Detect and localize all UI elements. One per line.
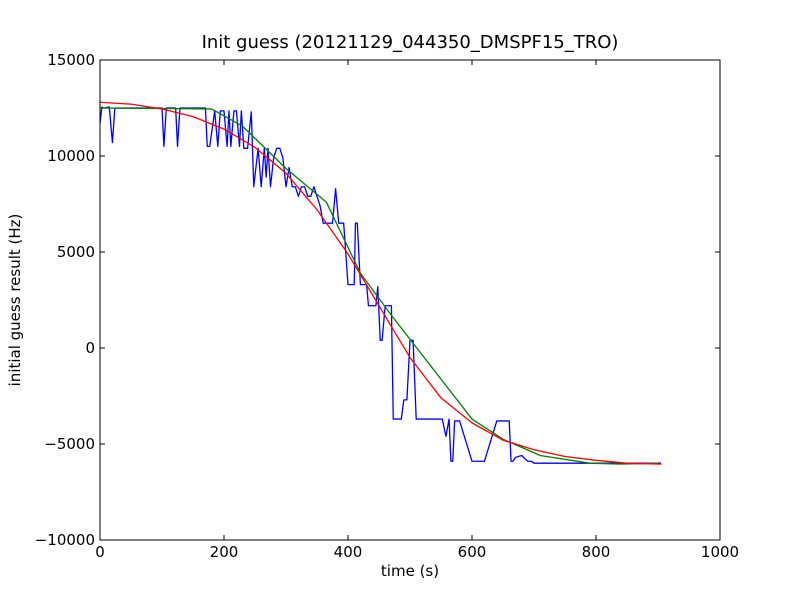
series-line-2 [99,107,659,465]
chart-title: Init guess (20121129_044350_DMSPF15_TRO) [202,32,619,53]
y-tick-label: 5000 [57,243,95,261]
x-axis-label: time (s) [381,562,439,580]
x-tick-label: 0 [95,543,105,561]
y-tick-label: 10000 [47,147,95,165]
x-tick-label: 800 [582,543,611,561]
x-tick-label: 600 [458,543,487,561]
y-tick-label: −10000 [35,531,95,549]
plot-frame [99,59,721,541]
series-line-3 [99,101,662,465]
series-line-1 [99,106,662,464]
y-tick-label: −5000 [44,435,95,453]
y-tick-label: 15000 [47,51,95,69]
x-tick-label: 200 [210,543,239,561]
y-axis-label: initial guess result (Hz) [6,214,24,387]
x-tick-label: 1000 [701,543,739,561]
series-layer [99,101,662,465]
x-tick-label: 400 [334,543,363,561]
y-tick-label: 0 [85,339,95,357]
ticks-layer: 0 200 400 600 800 1000 −10000 −5000 0 5000 10000 15… [35,51,739,561]
